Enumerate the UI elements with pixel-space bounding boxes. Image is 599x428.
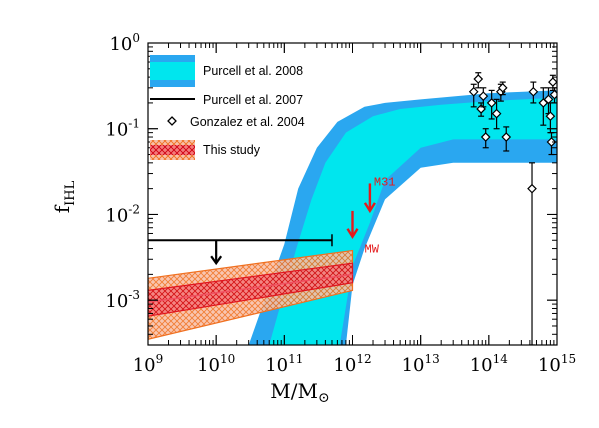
gonzalez2004-point — [497, 81, 508, 96]
gonzalez2004-marker — [468, 86, 479, 97]
purcell2007-upper-limit-arrow — [210, 240, 223, 266]
gonzalez2004-marker — [497, 82, 508, 93]
legend-item-purcell2008: Purcell et al. 2008 — [150, 55, 303, 87]
gonzalez2004-point — [501, 126, 512, 152]
gonzalez2004-marker — [486, 98, 497, 108]
gonzalez2004-marker — [527, 183, 537, 194]
purcell2008-inner-band — [269, 97, 557, 345]
annotation-mw: MW — [346, 210, 380, 257]
gonzalez2004-point — [528, 81, 539, 104]
annotation-arrow-head — [346, 228, 359, 239]
this-study-inner-band — [148, 262, 354, 317]
gonzalez2004-marker — [501, 132, 512, 142]
gonzalez2004-marker — [473, 74, 484, 84]
legend: Purcell et al. 2008 Purcell et al. 2007 … — [150, 55, 305, 160]
annotation-m31: M31 — [363, 175, 396, 214]
gonzalez2004-point — [480, 128, 491, 149]
x-axis-title: M/M⊙ — [270, 379, 329, 406]
gonzalez2004-point — [548, 74, 557, 91]
annotation-label-mw: MW — [365, 243, 380, 257]
galaxy-annotations: M31 MW — [346, 175, 396, 257]
gonzalez2004-point — [478, 87, 489, 108]
gonzalez2004-marker — [480, 132, 491, 142]
purcell2007-arrow-head — [210, 255, 223, 266]
legend-swatch-purcell2008-inner — [150, 62, 195, 80]
gonzalez2004-marker — [545, 111, 556, 122]
y-tick-label: 10-2 — [105, 202, 140, 226]
y-tick-label: 10-1 — [105, 117, 140, 141]
x-tick-label: 1014 — [470, 352, 509, 376]
legend-label-purcell2007: Purcell et al. 2007 — [203, 93, 303, 107]
y-tick-label: 100 — [109, 31, 140, 55]
gonzalez2004-marker — [478, 91, 489, 101]
gonzalez2004-marker — [549, 89, 557, 100]
legend-item-gonzalez2004: Gonzalez et al. 2004 — [167, 115, 305, 129]
gonzalez2004-point — [538, 87, 549, 126]
axis-ticks — [147, 42, 558, 346]
gonzalez2004-points — [468, 72, 557, 345]
gonzalez2004-point — [491, 98, 502, 130]
gonzalez2004-point — [473, 72, 484, 89]
gonzalez2004-point — [545, 102, 556, 134]
x-tick-label: 1013 — [402, 352, 440, 376]
x-tick-label: 1015 — [538, 352, 576, 376]
x-tick-label: 109 — [133, 352, 164, 376]
plot-area: M31 MW — [148, 72, 557, 345]
gonzalez2004-marker — [476, 104, 486, 114]
gonzalez2004-marker — [528, 86, 539, 97]
legend-swatch-this-study-inner — [150, 145, 195, 155]
x-tick-label: 1011 — [265, 352, 303, 376]
x-tick-label: 1010 — [197, 352, 235, 376]
x-tick-label: 1012 — [333, 352, 371, 376]
gonzalez2004-point — [486, 89, 497, 120]
legend-label-purcell2008: Purcell et al. 2008 — [203, 64, 303, 78]
this-study-center-line — [148, 273, 353, 303]
legend-item-this-study: This study — [150, 140, 261, 160]
legend-marker-gonzalez2004 — [167, 116, 177, 126]
legend-label-gonzalez2004: Gonzalez et al. 2004 — [190, 115, 305, 129]
gonzalez2004-marker — [548, 77, 557, 87]
legend-item-purcell2007: Purcell et al. 2007 — [150, 93, 303, 107]
y-tick-label: 10-3 — [105, 288, 140, 312]
annotation-arrow-head — [363, 202, 376, 214]
axis-tick-labels: 109 1010 1011 1012 1013 1014 1015 10-3 10-2 10-1 1… — [105, 31, 576, 376]
gonzalez2004-marker — [546, 137, 557, 147]
y-axis-title: fIHL — [50, 180, 78, 213]
annotation-label-m31: M31 — [374, 175, 396, 189]
gonzalez2004-point — [527, 162, 537, 345]
legend-label-this-study: This study — [203, 143, 261, 157]
gonzalez2004-point — [468, 83, 479, 108]
gonzalez2004-marker — [491, 108, 502, 119]
